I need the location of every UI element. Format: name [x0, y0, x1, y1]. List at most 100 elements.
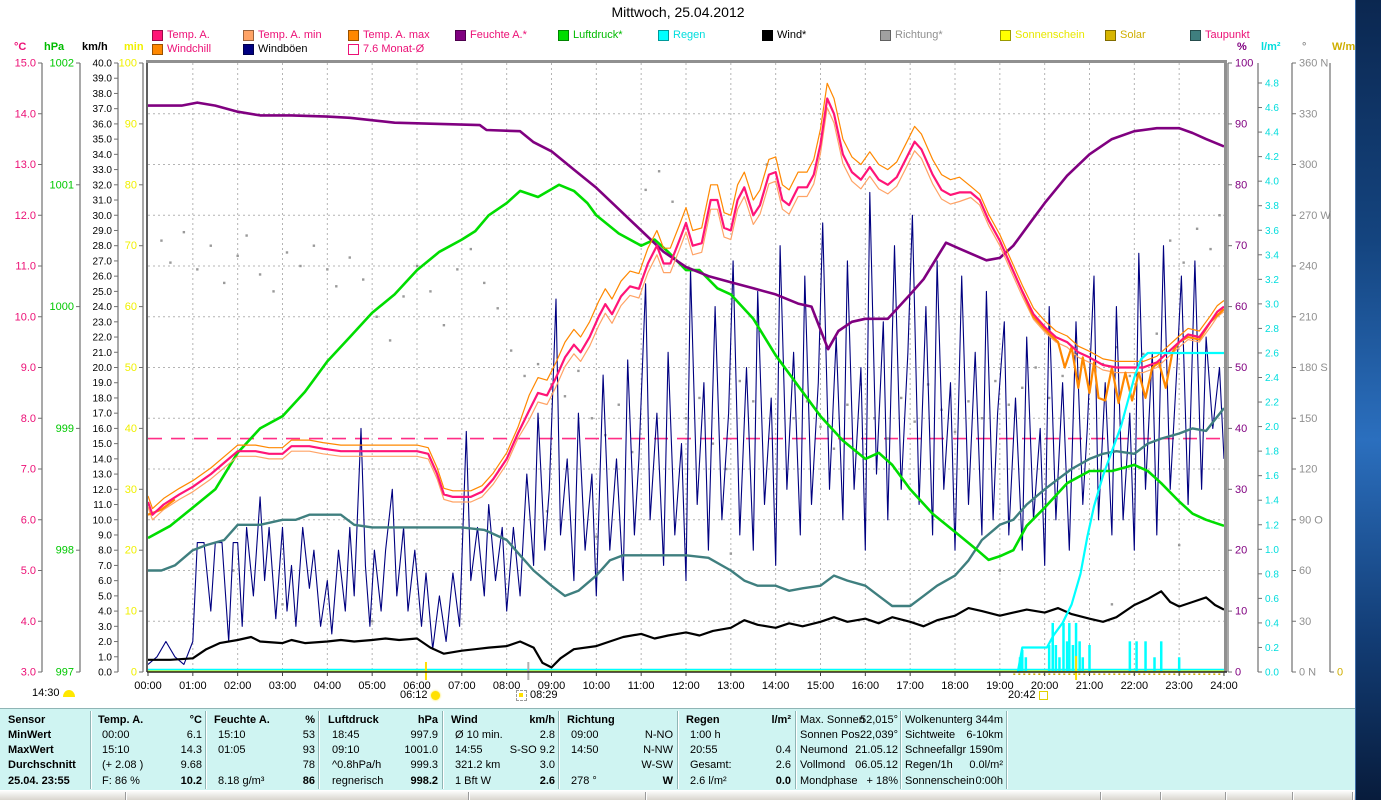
axis-label-kmh: 9.0 [98, 530, 112, 541]
x-axis-label: 08:00 [493, 680, 521, 692]
moonset-time-label: 08:29 [516, 689, 558, 701]
table-cell-value: 10.2 [180, 775, 202, 787]
axis-label-kmh: 11.0 [93, 500, 112, 511]
direction-dot [1061, 374, 1064, 378]
x-axis-label: 02:00 [224, 680, 252, 692]
table-cell-value: 998.2 [410, 775, 438, 787]
axis-label-rain: 2.2 [1265, 398, 1279, 409]
direction-dot [953, 430, 957, 433]
axis-label-celsius: 5.0 [21, 565, 36, 577]
axis-label-minutes: 100 [119, 58, 137, 70]
axis-label-kmh: 21.0 [93, 348, 113, 359]
rain-rate-bar [1054, 645, 1058, 671]
direction-dot [196, 268, 199, 271]
table-cell-value: 0.0 [775, 775, 791, 787]
legend-swatch-icon [880, 29, 891, 41]
direction-dot [281, 603, 284, 606]
direction-dot [442, 324, 446, 327]
direction-dot [245, 234, 248, 237]
axis-label-rain: 2.4 [1265, 373, 1279, 384]
x-axis-label: 17:00 [896, 680, 924, 692]
axis-label-kmh: 30.0 [93, 211, 113, 222]
direction-dot [370, 620, 374, 623]
table-info-value: 6-10km [966, 729, 1003, 741]
legend-label: Wind* [777, 29, 807, 41]
table-info-label: Max. Sonnen [800, 714, 865, 726]
direction-dot [429, 290, 432, 293]
table-cell-label: (+ 2.08 ) [102, 759, 144, 771]
legend-label: Taupunkt [1205, 29, 1250, 41]
axis-label-celsius: 9.0 [21, 362, 36, 374]
axis-label-minutes: 0 [131, 667, 137, 679]
direction-dot [1007, 403, 1010, 406]
rain-rate-bar [1128, 641, 1132, 671]
axis-label-kmh: 10.0 [93, 515, 113, 526]
direction-dot [1115, 346, 1118, 349]
axis-label-percent: 10 [1235, 606, 1247, 618]
axis-label-celsius: 3.0 [21, 667, 36, 679]
direction-dot [272, 290, 275, 293]
table-info-value: 0:00h [975, 775, 1003, 787]
legend-item-luftdruck-: Luftdruck* [558, 29, 623, 41]
table-column-divider [1006, 711, 1008, 789]
direction-dot [595, 535, 598, 538]
moonset-moon-icon [516, 689, 527, 701]
axis-label-kmh: 39.0 [93, 74, 113, 85]
rain-rate-bar [1068, 622, 1071, 671]
table-column-divider [205, 711, 207, 789]
table-cell-label: 14:50 [571, 744, 599, 756]
table-column-divider [442, 711, 444, 789]
table-row-header: 25.04. 23:55 [8, 775, 70, 787]
status-bar [0, 790, 1356, 800]
table-column-divider [900, 711, 902, 789]
x-axis-label: 24:00 [1210, 680, 1238, 692]
axis-label-kmh: 23.0 [93, 317, 113, 328]
axis-label-kmh: 40.0 [93, 59, 113, 70]
direction-dot [738, 379, 741, 383]
direction-dot [725, 467, 728, 471]
table-column-divider [318, 711, 320, 789]
axis-label-minutes: 70 [125, 240, 137, 252]
axis-label-kmh: 4.0 [98, 607, 112, 618]
legend-item-temp-a-max: Temp. A. max [348, 29, 430, 41]
axis-label-kmh: 31.0 [93, 196, 113, 207]
x-axis-label: 16:00 [852, 680, 880, 692]
axis-label-kmh: 38.0 [93, 89, 113, 100]
direction-dot [729, 552, 733, 555]
direction-dot [1169, 239, 1172, 242]
legend-label: Richtung* [895, 29, 943, 41]
statusbar-divider [1100, 792, 1102, 800]
axis-label-rain: 4.2 [1265, 152, 1279, 163]
axis-label-kmh: 27.0 [93, 256, 113, 267]
series-temp [146, 97, 1225, 516]
axis-label-hpa: 998 [56, 545, 74, 557]
direction-dot [223, 281, 226, 285]
axis-label-kmh: 37.0 [93, 104, 113, 115]
direction-dot [590, 417, 594, 420]
table-cell-value: S-SO 9.2 [509, 744, 555, 756]
weather-chart: 15.0 14.0 13.0 12.0 11.0 10.0 9.0 8.0 7.0 6.0 5.0 4… [15, 58, 1344, 693]
axis-label-degrees: 0 N [1299, 667, 1316, 679]
legend-item-sonnenschein: Sonnenschein [1000, 29, 1085, 41]
axis-label-rain: 3.4 [1265, 250, 1279, 261]
axis-label-kmh: 16.0 [93, 424, 113, 435]
legend-item-7-6-monat-: 7.6 Monat-Ø [348, 43, 424, 55]
table-info-value: -22,039° [856, 729, 898, 741]
rain-rate-bar [1024, 657, 1028, 671]
table-column-divider [795, 711, 797, 789]
legend-item-temp-a-: Temp. A. [152, 29, 210, 41]
axis-label-kmh: 36.0 [93, 119, 113, 130]
direction-dot [832, 447, 836, 450]
axis-header-: % [1237, 41, 1247, 53]
direction-dot [1155, 332, 1158, 335]
table-col-header: Wind [451, 714, 478, 726]
axis-label-percent: 100 [1235, 58, 1253, 70]
direction-dot [469, 247, 472, 251]
legend-label: Feuchte A.* [470, 29, 527, 41]
axis-label-minutes: 10 [125, 606, 137, 618]
axis-label-kmh: 35.0 [93, 135, 113, 146]
table-col-header: Richtung [567, 714, 615, 726]
table-col-unit: °C [189, 714, 202, 726]
axis-label-rain: 2.0 [1265, 422, 1279, 433]
legend-item-wind-: Wind* [762, 29, 806, 41]
